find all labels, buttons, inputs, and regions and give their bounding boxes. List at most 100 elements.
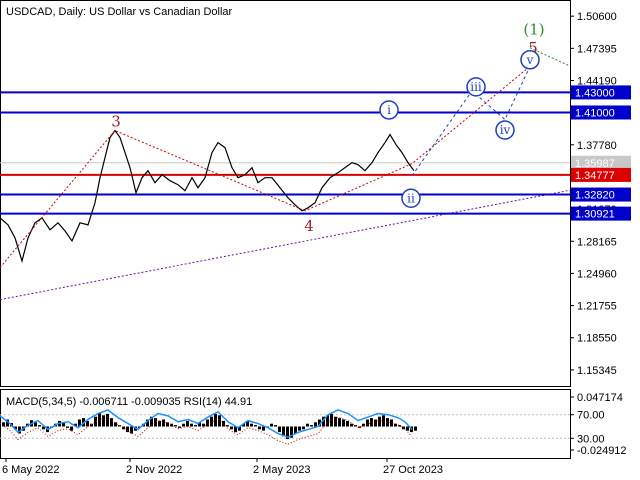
macd-histogram-bar [178,426,181,428]
macd-histogram-bar [86,420,89,427]
macd-histogram-bar [278,426,281,433]
macd-histogram-bar [78,419,81,427]
macd-histogram-bar [306,423,309,427]
y-axis-tick-label: 1.21755 [577,301,617,313]
macd-histogram-bar [150,416,153,427]
macd-histogram-bar [262,426,265,431]
y-axis-tick-label: 1.44190 [577,75,617,87]
wave-label-blue-circle [379,100,399,120]
wave-label-red: 3 [111,113,121,131]
macd-histogram-bar [190,423,193,427]
macd-histogram-bar [298,426,301,431]
macd-histogram-bar [390,419,393,427]
level-tag-bg [571,187,631,202]
current-price-tag-bg [571,155,631,170]
macd-histogram-bar [162,419,165,427]
wave-label-red: 4 [304,217,314,235]
wave-label-blue-circle [466,77,486,97]
current-price-tag: 1.35987 [575,158,615,170]
level-tag: 1.41000 [575,107,615,119]
y-axis-tick-label: 1.18550 [577,333,617,345]
macd-histogram-bar [286,426,289,440]
y-axis-tick-label: 1.28165 [577,236,617,248]
y-axis-tick-label: 1.37780 [577,140,617,152]
macd-histogram-bar [62,423,65,427]
macd-histogram-bar [310,425,313,427]
level-tag: 1.30921 [575,209,615,221]
macd-histogram-bar [182,423,185,427]
macd-histogram-bar [14,426,17,430]
wave-label-blue-circle [401,188,421,209]
macd-histogram-bar [202,423,205,427]
level-tag-bg [571,105,631,120]
price-pane-frame [0,0,571,387]
macd-histogram-bar [174,425,177,427]
macd-histogram-bar [214,413,217,427]
macd-histogram-bar [98,412,101,427]
macd-histogram-bar [358,426,361,428]
macd-histogram-bar [246,420,249,427]
macd-axis-label: -0.024912 [577,445,627,457]
macd-histogram-bar [194,425,197,427]
price-pane: 1.506001.473951.441901.409851.377801.345… [0,0,631,387]
macd-histogram-bar [290,426,293,438]
macd-histogram-bar [238,426,241,431]
macd-histogram-bar [350,423,353,427]
macd-histogram-bar [158,420,161,427]
macd-signal-line [0,416,413,445]
macd-histogram-bar [382,415,385,427]
y-axis-tick-label: 1.24960 [577,268,617,280]
wave-blue-dashed-path [411,66,531,176]
wave-label-blue: ii [407,191,415,205]
macd-histogram-bar [234,426,237,433]
macd-indicator-pane: 6 May 2022 2 Nov 2022 2 May 2023 27 Oct 202… [0,389,627,476]
wave-label-blue-circle [520,50,540,70]
wave-label-blue-circle [495,120,515,140]
wave-label-blue: iii [470,80,482,94]
macd-histogram-bar [270,423,273,427]
macd-histogram-bar [294,426,297,434]
macd-histogram-bar [110,418,113,427]
rsi-line [0,409,413,438]
macd-histogram-bar [166,422,169,427]
wave-label-blue: iv [500,123,511,137]
macd-histogram-bar [218,415,221,427]
level-tag: 1.32820 [575,190,615,202]
macd-histogram-bar [42,426,45,430]
y-axis-tick-label: 1.47395 [577,43,617,55]
macd-histogram-bar [386,418,389,427]
macd-histogram-bar [102,415,105,427]
wave-label-blue: v [526,53,534,67]
macd-histogram-bar [258,426,261,430]
macd-histogram-bar [210,416,213,427]
macd-histogram-bar [394,423,397,427]
macd-axis-label: 30.00 [577,433,605,445]
macd-histogram-bar [170,423,173,427]
wave-green-dotted-path [529,47,571,67]
macd-histogram-bar [226,425,229,427]
wave-label-red: 5 [528,39,538,57]
macd-histogram-bar [90,423,93,427]
macd-axis-label: 70.00 [577,410,605,422]
y-axis-tick-label: 1.15345 [577,365,617,377]
macd-histogram-bar [122,426,125,430]
macd-histogram-bar [186,420,189,427]
macd-histogram-bar [230,426,233,430]
macd-header: MACD(5,34,5) -0.006711 -0.009035 RSI(14)… [6,396,252,408]
macd-histogram-bar [338,418,341,427]
macd-histogram-bar [198,422,201,427]
macd-histogram-bar [334,416,337,427]
x-axis-tick-label: 2 Nov 2022 [126,464,182,476]
macd-histogram-bar [374,419,377,427]
x-axis-tick-label: 6 May 2022 [2,464,59,476]
macd-histogram-bar [282,426,285,437]
price-series-line [0,129,415,264]
wave-label-blue: i [387,103,391,117]
macd-histogram-bar [254,425,257,427]
y-axis-tick-label: 1.50600 [577,11,617,23]
macd-histogram-bar [18,426,21,434]
macd-pane-frame [0,389,571,459]
macd-histogram-bar [154,418,157,427]
level-tag: 1.43000 [575,87,615,99]
macd-histogram-bar [274,425,277,427]
